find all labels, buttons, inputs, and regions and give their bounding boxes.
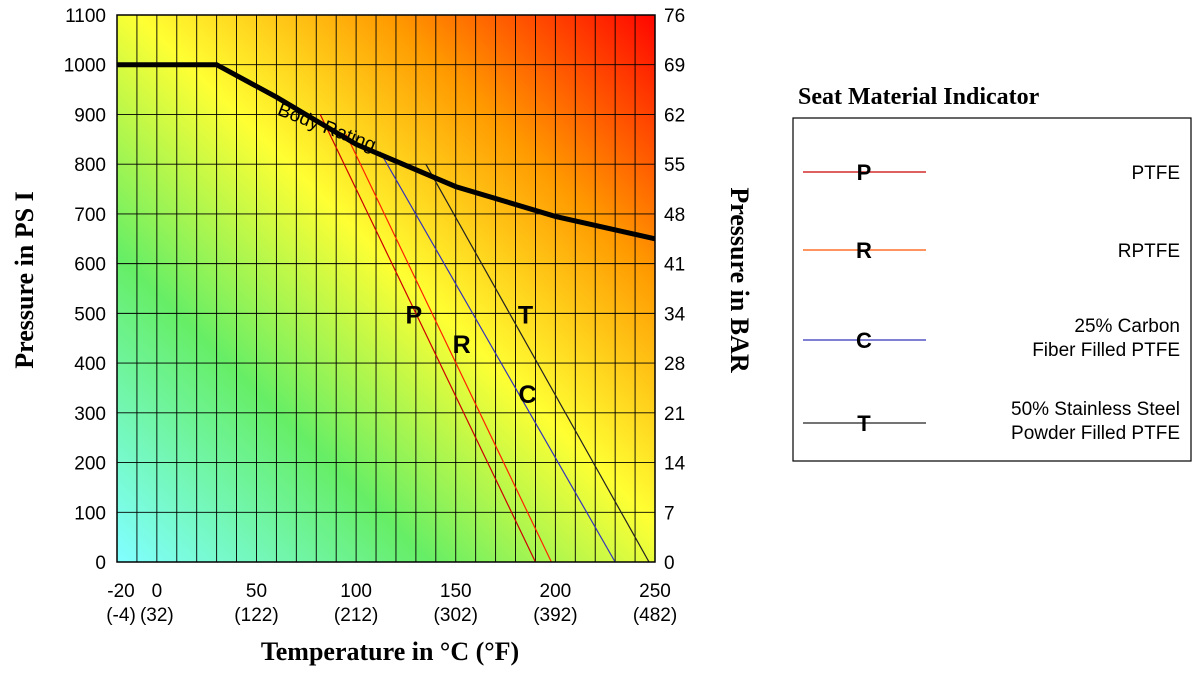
x-tick-label: -20 [107, 581, 134, 602]
y-tick-label: 600 [74, 255, 106, 276]
x-tick-label: 50 [246, 581, 267, 602]
y2-tick-label: 69 [664, 56, 685, 77]
legend-letter-r: R [856, 238, 872, 263]
legend-letter-p: P [857, 160, 872, 185]
legend-name-t: 50% Stainless Steel [1011, 399, 1180, 420]
series-line-r [345, 134, 552, 563]
series-letter-t: T [518, 301, 533, 329]
y-axis-ticks: 0 100 200 300 400 500 600 700 800 900 1000 1100 [64, 6, 106, 574]
legend-letter-t: T [857, 411, 871, 436]
x-tick-sublabel: (122) [234, 605, 278, 626]
x-tick-sublabel: (302) [434, 605, 478, 626]
x-tick-sublabel: (32) [140, 605, 174, 626]
y2-tick-label: 55 [664, 155, 685, 176]
legend-name-c: Fiber Filled PTFE [1032, 340, 1180, 361]
y-tick-label: 1100 [65, 6, 106, 27]
y-tick-label: 800 [74, 155, 106, 176]
y2-tick-label: 14 [664, 454, 686, 475]
y2-axis-ticks: 0 7 14 21 28 34 41 48 55 62 69 76 [664, 6, 686, 574]
legend-letter-c: C [856, 328, 872, 353]
legend-name-t: Powder Filled PTFE [1011, 423, 1180, 444]
series-line-c [379, 151, 616, 563]
x-tick-sublabel: (212) [334, 605, 378, 626]
legend-name-c: 25% Carbon [1074, 316, 1180, 337]
y-tick-label: 1000 [64, 56, 106, 77]
legend-title: Seat Material Indicator [798, 84, 1040, 110]
legend-box [792, 117, 1192, 462]
y2-tick-label: 21 [664, 404, 685, 425]
x-tick-label: 150 [440, 581, 472, 602]
grid-lines [116, 14, 656, 563]
y-tick-label: 0 [95, 553, 106, 574]
x-tick-sublabel: (-4) [106, 605, 136, 626]
y2-axis-title: Pressure in BAR [725, 187, 754, 373]
series-letter-c: C [518, 381, 536, 409]
x-tick-label: 100 [340, 581, 372, 602]
series-letter-p: P [406, 301, 423, 329]
y2-tick-label: 34 [664, 304, 686, 325]
series-line-p [319, 114, 536, 563]
x-tick-sublabel: (482) [633, 605, 677, 626]
legend-name-p: PTFE [1131, 163, 1180, 184]
x-axis-title: Temperature in °C (°F) [261, 637, 519, 666]
y2-tick-label: 76 [664, 6, 685, 27]
seat-material-letters: P R C T [406, 301, 537, 409]
series-line-t [425, 163, 650, 563]
x-tick-label: 200 [540, 581, 572, 602]
y-tick-label: 200 [74, 454, 106, 475]
series-letter-r: R [453, 331, 471, 359]
y-tick-label: 900 [74, 105, 106, 126]
y-tick-label: 100 [74, 503, 106, 524]
x-tick-label: 0 [152, 581, 163, 602]
y2-tick-label: 0 [664, 553, 675, 574]
y-tick-label: 300 [74, 404, 106, 425]
y2-tick-label: 7 [664, 503, 675, 524]
x-tick-label: 250 [639, 581, 671, 602]
legend-entries: P PTFE R RPTFE C 25% Carbon Fiber Filled PTFE T… [803, 160, 1180, 444]
y-tick-label: 700 [74, 205, 106, 226]
y2-tick-label: 41 [664, 255, 685, 276]
plot-frame [116, 14, 656, 563]
plot-background [117, 15, 655, 562]
y2-tick-label: 28 [664, 354, 685, 375]
y2-tick-label: 62 [664, 105, 685, 126]
y-axis-title: Pressure in PS I [10, 191, 39, 368]
seat-material-lines [319, 114, 650, 563]
y-tick-label: 400 [74, 354, 106, 375]
x-axis-ticks: -20 (-4) 0 (32) 50 (122) 100 (212) 150 (302) 200 (3… [106, 581, 677, 626]
x-tick-sublabel: (392) [533, 605, 577, 626]
body-rating-curve [117, 62, 656, 242]
y2-tick-label: 48 [664, 205, 685, 226]
legend-name-r: RPTFE [1118, 241, 1180, 262]
y-tick-label: 500 [74, 304, 106, 325]
